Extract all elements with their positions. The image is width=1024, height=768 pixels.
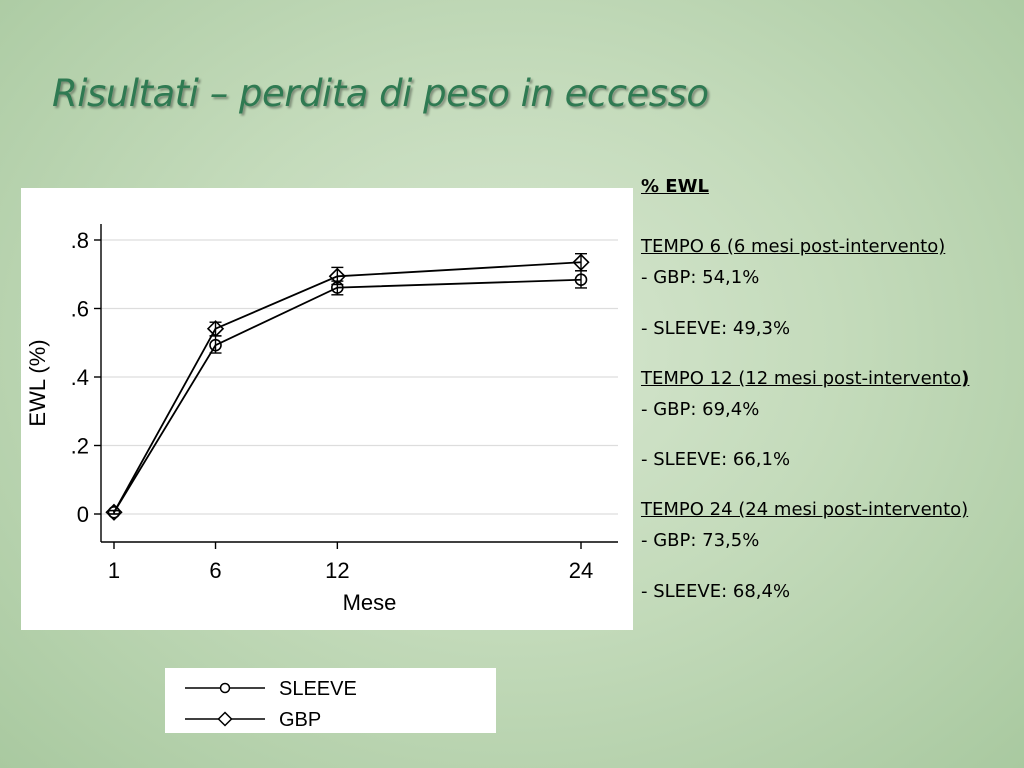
x-tick-label: 6 xyxy=(209,558,221,583)
legend-label-gbp: GBP xyxy=(279,709,321,731)
block-6-gbp: - GBP: 54,1% xyxy=(641,267,760,288)
point-sleeve xyxy=(209,338,222,352)
block-12-header: TEMPO 12 (12 mesi post-intervento) xyxy=(641,368,969,389)
y-tick-label: .4 xyxy=(71,365,89,390)
block-24-header: TEMPO 24 (24 mesi post-intervento) xyxy=(641,499,968,520)
point-gbp xyxy=(206,320,225,338)
block-6-header-text: TEMPO 6 (6 mesi post-intervento) xyxy=(641,236,946,257)
legend-svg: SLEEVE GBP xyxy=(185,678,357,731)
ewl-chart: EWL (%) Mese 0 .2 .4 .6 .8 1 6 12 24 xyxy=(21,188,633,630)
slide-title: Risultati – perdita di peso in eccesso xyxy=(52,72,709,115)
block-12-gbp: - GBP: 69,4% xyxy=(641,399,760,420)
y-tick-label: .6 xyxy=(71,297,89,322)
y-tick-label: .8 xyxy=(71,228,89,253)
legend-marker-sleeve xyxy=(219,682,231,694)
legend-marker-gbp xyxy=(217,711,233,727)
block-24-gbp: - GBP: 73,5% xyxy=(641,530,760,551)
point-sleeve xyxy=(107,505,121,519)
x-axis-label: Mese xyxy=(343,590,397,615)
legend-label-sleeve: SLEEVE xyxy=(279,678,357,700)
series-line-sleeve xyxy=(113,278,582,513)
point-gbp xyxy=(328,267,346,285)
block-12-header-text: TEMPO 12 (12 mesi post-intervento xyxy=(641,368,962,389)
x-tick-label: 24 xyxy=(569,558,593,583)
block-6-sleeve: - SLEEVE: 49,3% xyxy=(641,318,791,339)
y-tick-label: 0 xyxy=(77,502,89,527)
block-12-header-suffix: ) xyxy=(961,368,970,389)
x-tick-label: 1 xyxy=(108,558,120,583)
block-12-sleeve: - SLEEVE: 66,1% xyxy=(641,449,791,470)
summary-heading: % EWL xyxy=(641,176,709,197)
chart-legend: SLEEVE GBP xyxy=(165,668,496,733)
series-line-gbp xyxy=(113,261,582,513)
block-24-header-text: TEMPO 24 (24 mesi post-intervento) xyxy=(641,499,969,520)
y-axis-label: EWL (%) xyxy=(25,339,50,426)
x-tick-label: 12 xyxy=(325,558,349,583)
point-gbp xyxy=(572,253,590,271)
point-gbp xyxy=(105,503,123,521)
block-6-header: TEMPO 6 (6 mesi post-intervento) xyxy=(641,236,945,257)
y-tick-label: .2 xyxy=(71,434,89,459)
block-24-sleeve: - SLEEVE: 68,4% xyxy=(641,581,791,602)
ewl-chart-svg: EWL (%) Mese 0 .2 .4 .6 .8 1 6 12 24 xyxy=(25,224,618,615)
point-sleeve xyxy=(574,273,588,287)
